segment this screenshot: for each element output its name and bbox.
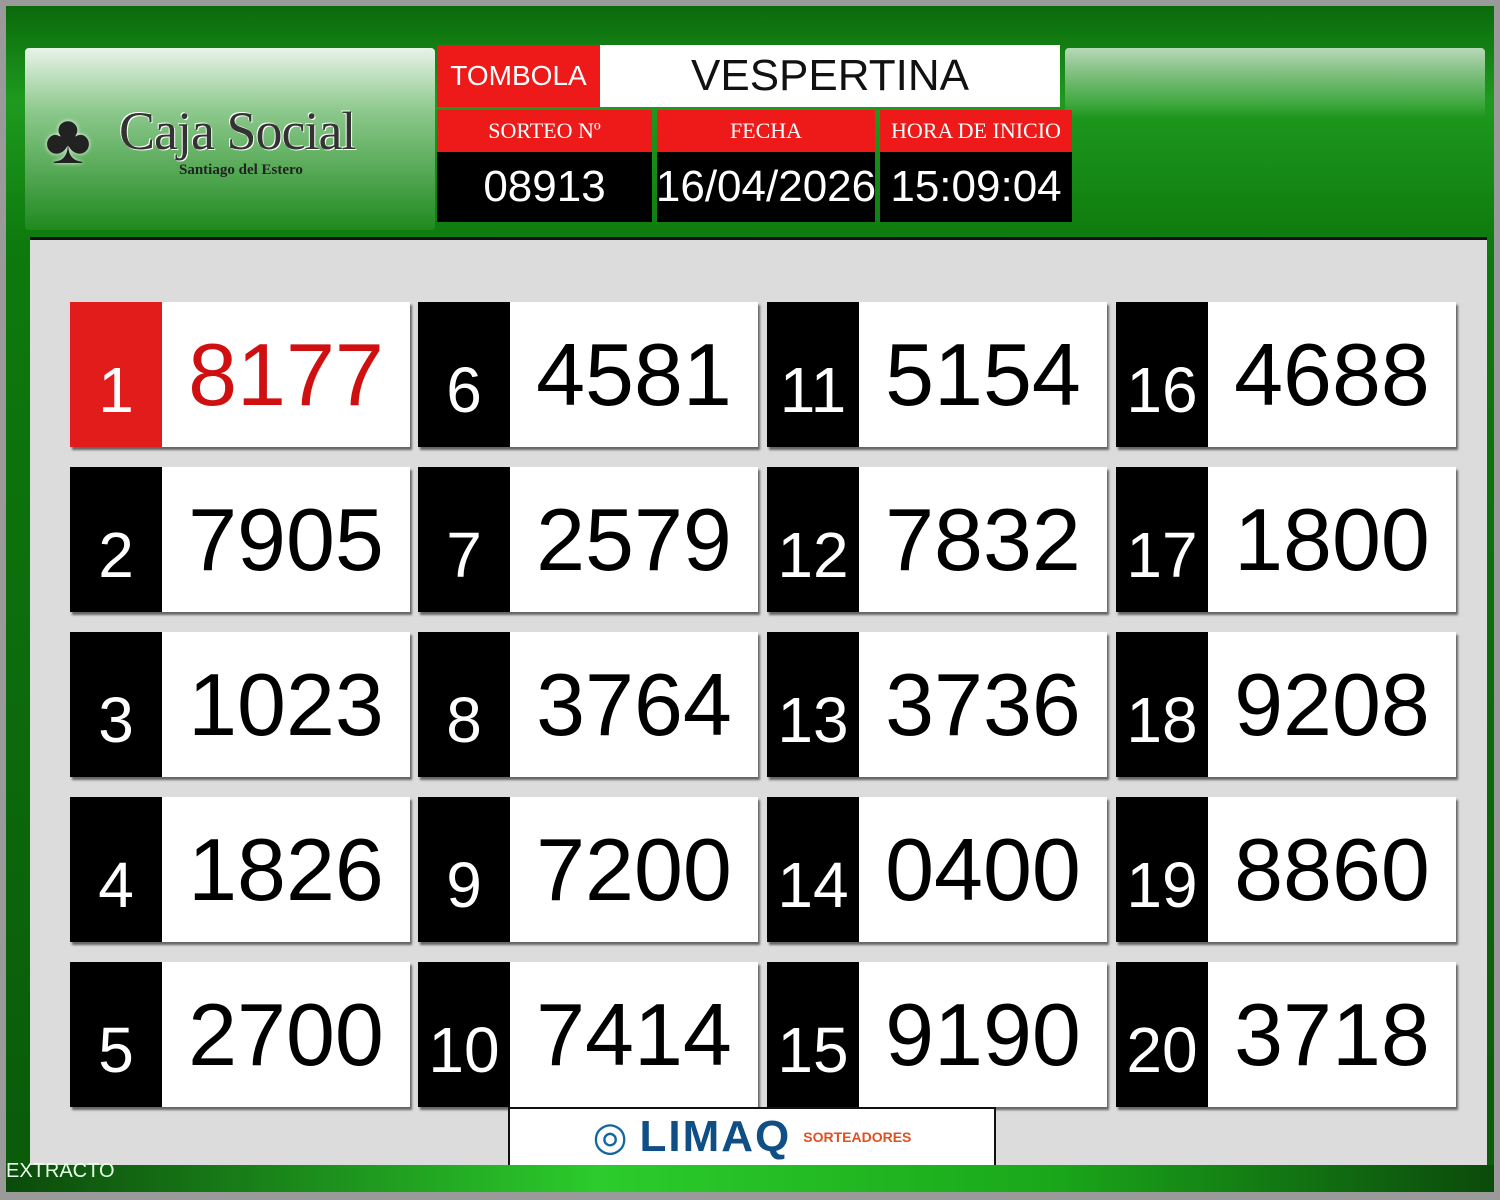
sponsor-logo: ◎ LIMAQ SORTEADORES: [508, 1107, 996, 1167]
brand-name: Caja Social: [119, 100, 356, 161]
result-number: 3718: [1208, 962, 1456, 1107]
result-cell: 6 4581: [418, 302, 758, 447]
bottom-bar: [6, 1165, 1494, 1192]
result-number: 9208: [1208, 632, 1456, 777]
result-cell: 1 8177: [70, 302, 410, 447]
result-cell: 20 3718: [1116, 962, 1456, 1107]
sponsor-subtitle: SORTEADORES: [803, 1129, 912, 1145]
result-position: 13: [767, 632, 859, 777]
result-position: 1: [70, 302, 162, 447]
sponsor-name: LIMAQ: [639, 1112, 792, 1161]
result-position: 8: [418, 632, 510, 777]
draw-number-label: SORTEO Nº: [437, 110, 652, 152]
result-cell: 15 9190: [767, 962, 1107, 1107]
clover-icon: ♣: [45, 100, 91, 178]
result-number: 1826: [162, 797, 410, 942]
result-cell: 12 7832: [767, 467, 1107, 612]
result-cell: 2 7905: [70, 467, 410, 612]
time-value: 15:09:04: [880, 152, 1072, 222]
result-position: 17: [1116, 467, 1208, 612]
date-label: FECHA: [657, 110, 875, 152]
result-cell: 13 3736: [767, 632, 1107, 777]
result-position: 18: [1116, 632, 1208, 777]
limaq-icon: ◎: [592, 1115, 628, 1159]
header-sheen: [1065, 48, 1485, 118]
draw-number-value: 08913: [437, 152, 652, 222]
result-position: 14: [767, 797, 859, 942]
result-cell: 19 8860: [1116, 797, 1456, 942]
result-position: 3: [70, 632, 162, 777]
result-number: 4688: [1208, 302, 1456, 447]
result-number: 7414: [510, 962, 758, 1107]
result-number: 0400: [859, 797, 1107, 942]
result-cell: 7 2579: [418, 467, 758, 612]
result-number: 2579: [510, 467, 758, 612]
result-position: 16: [1116, 302, 1208, 447]
result-cell: 4 1826: [70, 797, 410, 942]
result-number: 1800: [1208, 467, 1456, 612]
result-position: 2: [70, 467, 162, 612]
date-value: 16/04/2026: [656, 152, 876, 222]
result-position: 5: [70, 962, 162, 1107]
result-number: 7200: [510, 797, 758, 942]
game-label: TOMBOLA: [437, 45, 600, 107]
result-cell: 17 1800: [1116, 467, 1456, 612]
result-position: 6: [418, 302, 510, 447]
result-number: 5154: [859, 302, 1107, 447]
result-cell: 8 3764: [418, 632, 758, 777]
result-number: 4581: [510, 302, 758, 447]
result-position: 11: [767, 302, 859, 447]
caja-social-logo: ♣ Caja Social Santiago del Estero: [25, 48, 435, 230]
result-number: 8177: [162, 302, 410, 447]
result-position: 7: [418, 467, 510, 612]
result-position: 9: [418, 797, 510, 942]
result-position: 12: [767, 467, 859, 612]
result-cell: 10 7414: [418, 962, 758, 1107]
result-cell: 18 9208: [1116, 632, 1456, 777]
shift-label: VESPERTINA: [600, 45, 1060, 107]
result-cell: 11 5154: [767, 302, 1107, 447]
result-cell: 16 4688: [1116, 302, 1456, 447]
result-cell: 3 1023: [70, 632, 410, 777]
result-position: 15: [767, 962, 859, 1107]
result-cell: 5 2700: [70, 962, 410, 1107]
result-position: 19: [1116, 797, 1208, 942]
result-cell: 14 0400: [767, 797, 1107, 942]
result-cell: 9 7200: [418, 797, 758, 942]
result-number: 3736: [859, 632, 1107, 777]
time-label: HORA DE INICIO: [880, 110, 1072, 152]
result-number: 1023: [162, 632, 410, 777]
result-number: 7832: [859, 467, 1107, 612]
result-position: 10: [418, 962, 510, 1107]
result-number: 8860: [1208, 797, 1456, 942]
result-number: 2700: [162, 962, 410, 1107]
result-position: 4: [70, 797, 162, 942]
result-position: 20: [1116, 962, 1208, 1107]
result-number: 3764: [510, 632, 758, 777]
status-label: EXTRACTO: [6, 1160, 115, 1182]
result-number: 9190: [859, 962, 1107, 1107]
brand-subtitle: Santiago del Estero: [179, 161, 303, 178]
result-number: 7905: [162, 467, 410, 612]
